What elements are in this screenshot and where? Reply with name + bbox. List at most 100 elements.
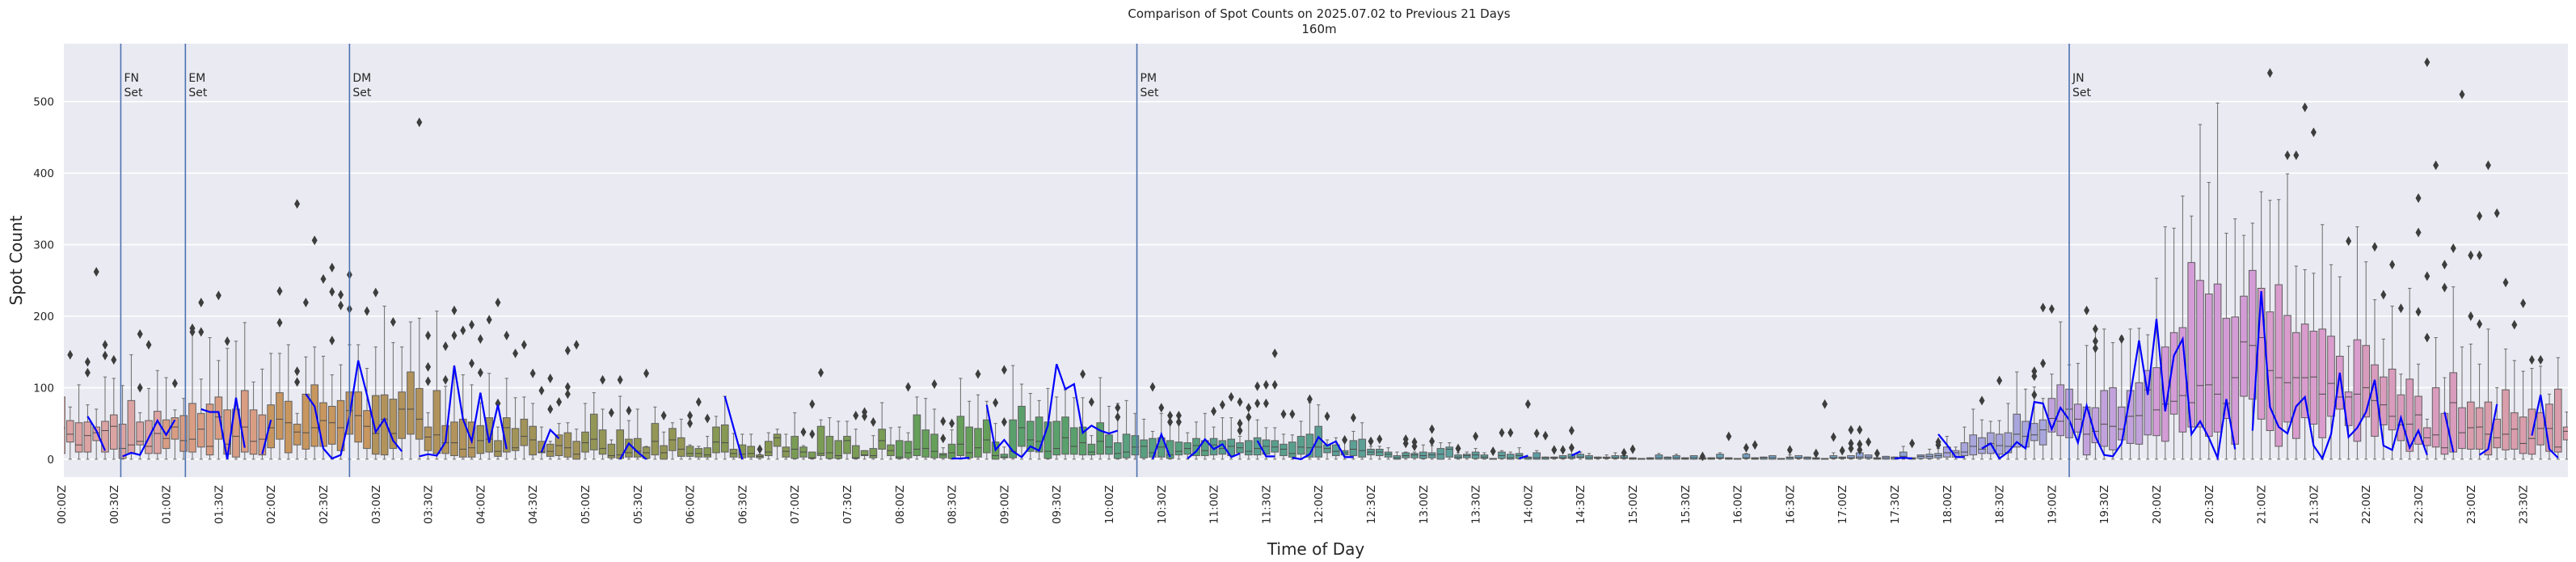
box-27 xyxy=(293,412,301,460)
outlier-marker xyxy=(1289,409,1296,420)
box-71 xyxy=(677,418,685,460)
outlier-marker xyxy=(2092,343,2098,353)
outlier-marker xyxy=(2511,319,2518,330)
box-260 xyxy=(2327,264,2335,460)
box-132 xyxy=(1209,426,1218,460)
outlier-marker xyxy=(1996,375,2003,386)
box-iqr xyxy=(1576,454,1585,458)
box-iqr xyxy=(327,405,336,445)
box-iqr xyxy=(904,441,913,458)
today-line-segment xyxy=(2478,404,2498,456)
box-iqr xyxy=(1533,452,1541,460)
box-165 xyxy=(1498,450,1506,460)
outlier-marker xyxy=(2389,260,2396,270)
box-iqr xyxy=(1271,440,1280,453)
box-iqr xyxy=(450,421,458,456)
outlier-marker xyxy=(940,416,947,427)
box-267 xyxy=(2388,306,2397,460)
outlier-marker xyxy=(1629,444,1636,454)
outlier-marker xyxy=(1211,406,1217,416)
outlier-marker xyxy=(145,340,152,350)
box-70 xyxy=(668,422,677,460)
box-iqr xyxy=(83,421,92,453)
x-tick-label: 01:00Z xyxy=(161,485,174,524)
outlier-marker xyxy=(695,397,702,408)
outlier-marker xyxy=(1237,397,1243,408)
box-65 xyxy=(625,420,633,460)
box-iqr xyxy=(276,392,284,440)
outlier-marker xyxy=(2372,242,2378,252)
box-53 xyxy=(520,396,529,460)
box-89 xyxy=(834,420,843,460)
x-tick-label: 03:00Z xyxy=(370,485,383,524)
outlier-marker xyxy=(338,300,344,311)
today-line-segment xyxy=(2443,412,2455,453)
outlier-marker xyxy=(451,305,457,315)
outlier-marker xyxy=(1874,448,1880,458)
box-189 xyxy=(1707,457,1716,460)
outlier-marker xyxy=(1001,416,1007,427)
y-axis-label: Spot Count xyxy=(6,215,26,305)
outlier-marker xyxy=(1551,445,1558,455)
box-22 xyxy=(249,381,258,460)
today-line-segment xyxy=(1981,319,2237,462)
box-192 xyxy=(1733,458,1742,460)
box-108 xyxy=(1000,446,1009,460)
box-iqr xyxy=(938,453,947,458)
box-iqr xyxy=(2475,407,2484,450)
box-190 xyxy=(1716,452,1724,460)
today-line-segment xyxy=(1256,440,1275,458)
box-69 xyxy=(660,431,668,460)
box-iqr xyxy=(913,414,921,456)
box-186 xyxy=(1680,457,1689,460)
outlier-marker xyxy=(189,327,196,337)
outlier-marker xyxy=(2537,354,2544,365)
box-224 xyxy=(2013,371,2022,460)
box-103 xyxy=(956,378,965,460)
box-16 xyxy=(196,378,205,460)
outlier-marker xyxy=(2477,250,2483,260)
outlier-marker xyxy=(320,273,327,284)
outlier-marker xyxy=(460,325,466,336)
box-iqr xyxy=(2493,418,2502,449)
today-line-segment xyxy=(200,397,246,460)
box-3 xyxy=(83,404,92,460)
box-194 xyxy=(1751,457,1760,460)
outlier-marker xyxy=(1254,381,1261,391)
outlier-marker xyxy=(1175,410,1182,420)
box-iqr xyxy=(249,409,258,455)
x-tick-label: 07:30Z xyxy=(841,485,854,524)
box-25 xyxy=(276,353,284,460)
x-tick-label: 08:30Z xyxy=(947,485,959,524)
outlier-marker xyxy=(809,429,816,439)
y-tick-label: 400 xyxy=(33,167,54,180)
outlier-marker xyxy=(870,416,876,427)
box-256 xyxy=(2291,265,2300,460)
box-209 xyxy=(1882,455,1891,460)
box-iqr xyxy=(947,443,956,459)
box-191 xyxy=(1724,457,1733,460)
today-line-segment xyxy=(540,428,560,453)
today-line-segment xyxy=(2251,290,2428,461)
outlier-marker xyxy=(1857,445,1863,455)
event-label: DM xyxy=(352,72,371,85)
box-161 xyxy=(1462,451,1471,460)
box-11 xyxy=(153,370,162,460)
box-77 xyxy=(729,433,738,460)
box-264 xyxy=(2362,261,2371,460)
outlier-marker xyxy=(2415,193,2422,204)
box-iqr xyxy=(651,423,660,456)
box-iqr xyxy=(74,422,83,453)
box-iqr xyxy=(2553,388,2562,453)
outlier-marker xyxy=(2302,102,2308,112)
outlier-marker xyxy=(338,289,344,300)
outlier-marker xyxy=(364,306,370,316)
outlier-marker xyxy=(975,369,981,379)
outlier-marker xyxy=(224,336,230,346)
outlier-marker xyxy=(276,286,283,297)
box-17 xyxy=(205,337,214,460)
box-iqr xyxy=(1611,454,1620,459)
box-iqr xyxy=(1113,442,1122,459)
y-tick-label: 200 xyxy=(33,311,54,323)
outlier-marker xyxy=(2424,57,2431,67)
